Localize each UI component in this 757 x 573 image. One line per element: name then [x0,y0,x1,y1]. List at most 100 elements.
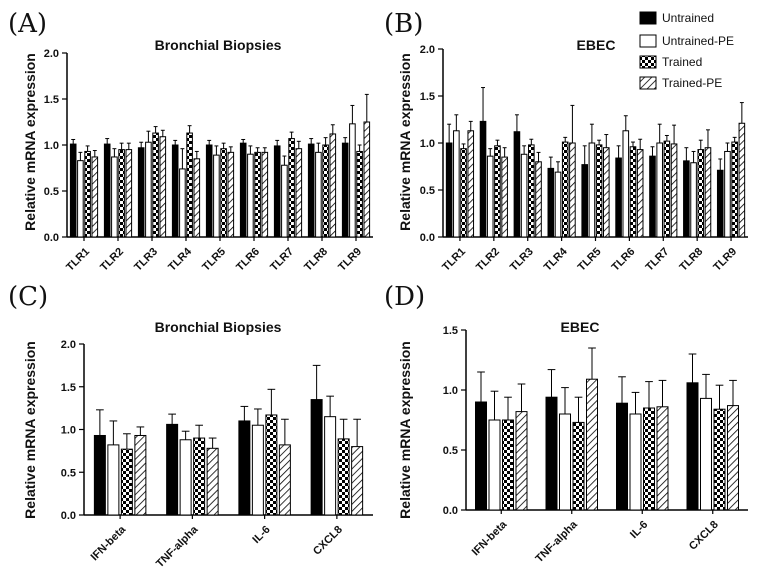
chart-b-title: EBEC [577,37,616,53]
y-tick-label: 1.5 [61,382,76,394]
x-tick-label: TLR6 [610,246,638,274]
y-tick-label: 1.0 [443,385,458,397]
y-tick-label: 1.5 [443,325,458,337]
bar-untrained-pe [622,130,630,238]
bar-untrained-pe [111,156,118,238]
bar-untrained [683,160,690,238]
bar-trained [265,414,278,516]
y-tick-label: 1.0 [61,425,76,437]
bar-untrained [103,143,111,238]
bar-untrained-pe [488,419,501,511]
y-tick-label: 0.0 [61,510,76,522]
bar-untrained-pe [179,168,186,238]
x-tick-label: TLR3 [132,246,160,274]
bar-trained [502,419,514,511]
bar-trained [84,150,91,238]
bar-trained-pe [278,444,291,516]
bar-untrained-pe [315,151,322,238]
bar-trained [713,408,726,511]
x-tick-label: TLR2 [474,246,502,274]
bar-trained-pe [704,147,712,238]
bar-trained-pe [261,151,269,238]
bar-trained [494,145,501,238]
bar-trained-pe [727,405,739,511]
panel-letter-a: (A) [8,9,47,39]
x-tick-label: TLR3 [508,246,536,274]
bar-trained-pe [738,122,746,238]
bar-trained [193,437,206,516]
bar-trained-pe [125,149,133,238]
bar-trained-pe [91,156,99,238]
x-tick-label: TNF-alpha [533,518,580,565]
x-tick-label: TLR4 [542,245,571,274]
chart-b-ylabel: Relative mRNA expression [397,53,413,231]
x-tick-label: TLR7 [643,246,671,274]
legend-label-trained-pe: Trained-PE [662,76,722,90]
bar-trained-pe [351,446,364,516]
bar-untrained-pe [588,142,596,238]
x-tick-label: IL-6 [250,524,272,546]
bar-trained-pe [295,148,303,238]
bar-untrained-pe [324,416,337,516]
bar-trained [337,438,350,516]
x-tick-label: IFN-beta [470,518,510,558]
bar-trained-pe [656,406,669,511]
bar-trained [288,138,295,238]
bar-untrained-pe [247,153,254,238]
bar-untrained [171,144,179,238]
chart-d-title: EBEC [561,319,600,335]
bar-untrained-pe [77,160,84,238]
bar-untrained [273,145,281,238]
bar-untrained [545,396,558,511]
bar-untrained [239,142,247,238]
y-tick-label: 0.5 [420,185,435,197]
bar-untrained [615,157,622,238]
bar-trained-pe [670,143,678,238]
bar-trained [561,141,569,238]
chart-d-ebec-cytokines: 0.0 0.5 1.0 1.5 IFN-beta TNF-alpha IL-6 CXCL8 [443,325,748,565]
y-tick-label: 2.0 [420,44,435,56]
bar-trained [663,140,671,238]
bar-untrained-pe [700,397,712,511]
x-tick-label: IFN-beta [89,523,129,563]
y-tick-label: 2.0 [61,339,76,351]
bar-trained-pe [134,434,147,516]
x-tick-label: TLR5 [576,246,604,274]
legend-label-trained: Trained [662,55,702,69]
y-tick-label: 0.0 [420,232,435,244]
bar-untrained [205,144,213,238]
chart-c-ylabel: Relative mRNA expression [22,341,38,519]
bar-trained [120,448,133,516]
legend-swatch-untrained [639,11,657,25]
bar-untrained [649,155,656,238]
y-tick-label: 0.5 [443,445,458,457]
bar-trained-pe [159,136,167,238]
x-tick-label: TNF-alpha [154,523,201,570]
bar-untrained-pe [656,142,663,238]
bar-trained-pe [206,447,219,516]
bar-untrained-pe [520,153,528,238]
bar-untrained [307,143,315,238]
legend-swatch-trained-pe [639,76,657,90]
bar-trained-pe [535,161,542,238]
legend-label-untrained-pe: Untrained-PE [662,34,734,48]
bar-trained-pe [501,156,508,238]
bar-untrained [93,434,106,516]
bar-trained-pe [227,151,235,238]
bar-untrained-pe [690,162,697,238]
chart-d-ylabel: Relative mRNA expression [397,341,413,519]
legend: Untrained Untrained-PE Trained Trained-P… [639,11,734,90]
panel-letter-c: (C) [8,282,48,312]
bar-trained [697,149,705,238]
x-tick-label: TLR8 [302,246,330,274]
bar-untrained [238,420,251,516]
bar-untrained-pe [453,130,460,238]
bar-untrained-pe [486,155,494,238]
chart-c-title: Bronchial Biopsies [155,319,282,335]
bar-untrained [581,164,589,238]
bar-untrained-pe [107,444,120,516]
x-tick-label: TLR4 [166,245,195,274]
bar-trained [118,149,125,238]
y-tick-label: 0.0 [44,232,59,244]
legend-label-untrained: Untrained [662,11,714,25]
